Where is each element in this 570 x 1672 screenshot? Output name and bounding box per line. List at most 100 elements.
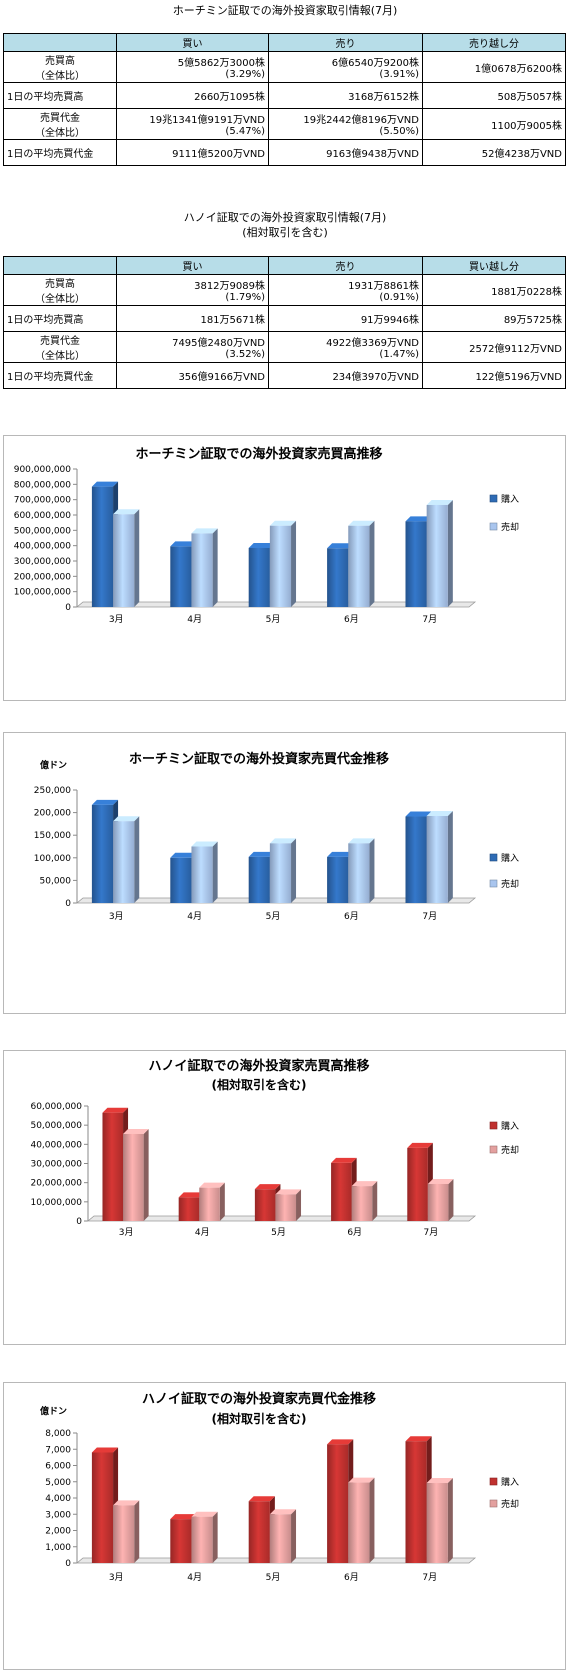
- buy-cell: 5億5862万3000株 (3.29%): [116, 51, 269, 83]
- legend-label: 売却: [501, 1498, 519, 1510]
- x-tick-label: 3月: [109, 614, 124, 625]
- bar-top: [191, 841, 218, 847]
- bar-top: [269, 838, 297, 844]
- bar-top: [348, 520, 375, 526]
- x-tick-label: 6月: [344, 614, 359, 625]
- legend-swatch: [489, 853, 498, 862]
- row-label-cell: 1日の平均売買高: [3, 305, 117, 332]
- y-tick-label: 500,000,000: [14, 526, 72, 536]
- bar-side: [296, 1189, 302, 1221]
- bar-side: [134, 816, 140, 903]
- bar-top: [275, 1189, 302, 1195]
- y-tick-label: 200,000,000: [14, 572, 72, 582]
- y-tick-label: 30,000,000: [30, 1160, 82, 1170]
- sell-cell: 1931万8861株 (0.91%): [268, 274, 423, 306]
- x-tick-label: 6月: [344, 1572, 359, 1583]
- buy-cell: 7495億2480万VND (3.52%): [116, 331, 269, 363]
- chart-title: ホーチミン証取での海外投資家売買高推移: [135, 446, 382, 462]
- cell-text: 89万5725株: [503, 315, 562, 326]
- cell-text: 3812万9089株: [194, 281, 265, 292]
- bar-side: [212, 1511, 218, 1563]
- legend-label: 売却: [501, 521, 519, 533]
- cell-text: 19兆2442億8196万VND: [303, 115, 419, 126]
- bar-購入-7月: [405, 816, 427, 903]
- legend-swatch: [489, 1121, 498, 1130]
- cell-text: 3168万6152株: [348, 92, 419, 103]
- bar-売却-3月: [123, 1133, 144, 1221]
- cell-text: 6億6540万9200株: [331, 58, 419, 69]
- hcm-volume-chart-svg: ホーチミン証取での海外投資家売買高推移 0 100,000,000 200,000,0…: [14, 446, 519, 625]
- column-header: 買い: [116, 33, 269, 52]
- bar-購入-6月: [331, 1162, 352, 1221]
- x-tick-label: 7月: [422, 911, 437, 922]
- legend-label: 購入: [501, 493, 519, 505]
- bar-売却-5月: [275, 1194, 297, 1221]
- bar-top: [405, 811, 432, 817]
- net-cell: 52億4238万VND: [422, 139, 566, 166]
- bar-売却-6月: [348, 1482, 370, 1563]
- x-tick-label: 7月: [424, 1227, 439, 1238]
- y-tick-label: 100,000,000: [14, 588, 72, 598]
- bar-top: [327, 543, 354, 549]
- net-cell: 2572億9112万VND: [422, 331, 566, 363]
- bar-売却-3月: [113, 821, 135, 903]
- hn-value-chart: ハノイ証取での海外投資家売買代金推移 (相対取引を含む) 億ドン 0 1,000 2,00…: [3, 1382, 566, 1670]
- bar-購入-7月: [405, 1441, 427, 1563]
- y-tick-label: 1,000: [45, 1543, 71, 1553]
- table-row: 売買代金 （全体比） 19兆1341億9191万VND (5.47%) 19兆2442億…: [3, 108, 566, 140]
- bar-top: [178, 1192, 205, 1198]
- bar-購入-4月: [170, 546, 192, 607]
- buy-cell: 356億9166万VND: [116, 362, 269, 389]
- bar-side: [134, 509, 140, 607]
- bar-side: [212, 841, 218, 903]
- y-tick-label: 100,000: [34, 854, 71, 864]
- bar-top: [91, 481, 119, 487]
- bar-売却-6月: [348, 525, 370, 607]
- hcm-info-table: 買い 売り 売り越し分 売買高 （全体比） 5億5862万3000株 (3.29%) 6億6…: [3, 33, 566, 166]
- cell-text: (3.91%): [379, 69, 419, 80]
- bar-top: [269, 520, 297, 526]
- y-tick-label: 10,000,000: [30, 1198, 82, 1208]
- bar-売却-7月: [426, 816, 448, 903]
- column-header: 買い: [116, 256, 269, 275]
- x-tick-label: 5月: [266, 1572, 281, 1583]
- buy-cell: 3812万9089株 (1.79%): [116, 274, 269, 306]
- bar-購入-3月: [102, 1112, 124, 1221]
- x-tick-label: 4月: [187, 614, 202, 625]
- hn-volume-chart-svg: ハノイ証取での海外投資家売買高推移 (相対取引を含む) 0 10,000,000 20,…: [30, 1058, 519, 1238]
- sell-cell: 3168万6152株: [268, 82, 423, 109]
- bar-side: [448, 1178, 454, 1221]
- hcm-volume-chart: ホーチミン証取での海外投資家売買高推移 0 100,000,000 200,000,0…: [3, 435, 566, 701]
- cell-text: 1日の平均売買高: [7, 315, 84, 326]
- x-tick-label: 3月: [119, 1227, 134, 1238]
- bar-side: [291, 520, 297, 607]
- bar-売却-5月: [269, 525, 292, 607]
- bar-side: [369, 520, 375, 607]
- y-tick-label: 800,000,000: [14, 480, 72, 490]
- x-tick-label: 4月: [187, 1572, 202, 1583]
- y-tick-label: 0: [65, 899, 71, 909]
- row-label-cell: 1日の平均売買代金: [3, 139, 117, 166]
- bar-購入-4月: [178, 1197, 200, 1221]
- table-row: 1日の平均売買代金 9111億5200万VND 9163億9438万VND 52億42…: [3, 139, 566, 166]
- bar-購入-3月: [91, 486, 114, 607]
- cell-text: 9163億9438万VND: [326, 149, 419, 160]
- sell-cell: 91万9946株: [268, 305, 423, 332]
- cell-text: 1931万8861株: [348, 281, 419, 292]
- bar-side: [134, 1500, 140, 1563]
- bar-売却-4月: [191, 846, 213, 903]
- bar-top: [248, 542, 275, 548]
- bar-購入-7月: [407, 1147, 428, 1221]
- legend-swatch: [489, 494, 498, 503]
- bar-side: [447, 1478, 453, 1563]
- y-tick-label: 40,000,000: [30, 1140, 82, 1150]
- net-cell: 508万5057株: [422, 82, 566, 109]
- bar-売却-7月: [426, 504, 448, 607]
- cell-text: (5.50%): [379, 126, 419, 137]
- legend-swatch: [489, 1477, 498, 1486]
- legend-label: 購入: [501, 852, 519, 864]
- table-header-row: 買い 売り 売り越し分: [3, 33, 566, 52]
- x-tick-label: 7月: [422, 1572, 437, 1583]
- bar-side: [369, 1477, 375, 1563]
